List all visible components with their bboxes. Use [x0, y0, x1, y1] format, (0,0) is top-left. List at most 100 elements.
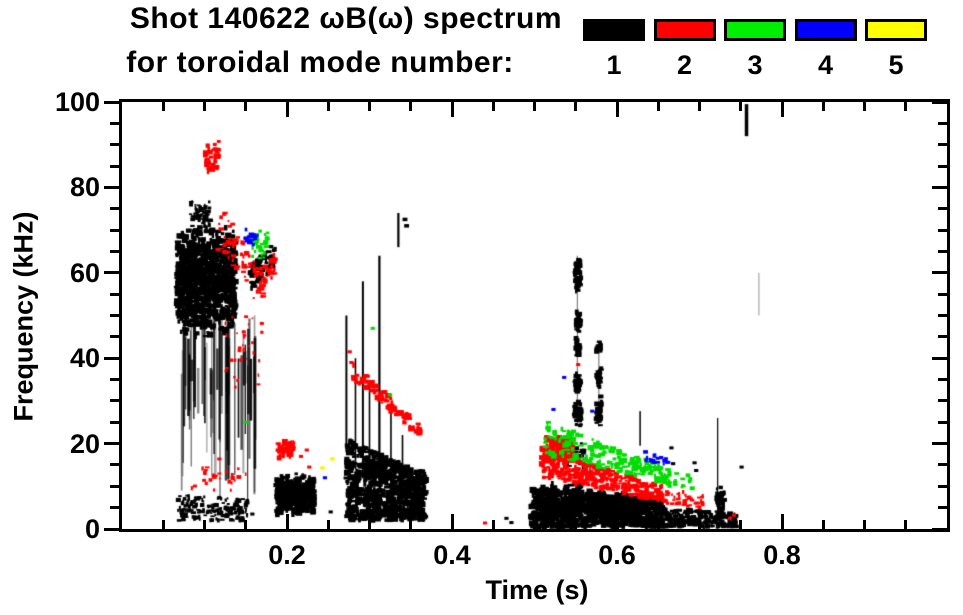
x-major-tick [780, 102, 784, 117]
y-minor-tick [110, 484, 119, 488]
x-minor-tick [326, 102, 330, 111]
y-tick-label: 100 [54, 87, 100, 117]
y-minor-tick [110, 399, 119, 403]
legend-swatch [653, 19, 716, 41]
y-minor-tick [110, 378, 119, 382]
x-minor-tick [161, 520, 165, 529]
x-major-tick [285, 514, 289, 529]
x-minor-tick [491, 102, 495, 111]
x-minor-tick [904, 520, 908, 529]
y-minor-tick [110, 463, 119, 467]
x-major-tick [285, 102, 289, 117]
x-minor-tick [326, 520, 330, 529]
y-major-tick [932, 271, 947, 275]
y-minor-tick [110, 314, 119, 317]
y-tick-label: 20 [69, 428, 100, 459]
x-minor-tick [739, 102, 743, 111]
y-minor-tick [110, 207, 119, 211]
y-major-tick [932, 442, 947, 446]
y-tick-label: 0 [84, 514, 100, 544]
x-minor-tick [533, 102, 536, 111]
y-axis-title: Frequency (kHz) [8, 211, 39, 422]
y-major-tick [104, 442, 119, 446]
x-minor-tick [203, 520, 206, 529]
y-minor-tick [938, 463, 947, 467]
x-minor-tick [368, 520, 371, 529]
x-tick-label: 0.2 [268, 540, 306, 570]
x-minor-tick [904, 102, 908, 111]
x-minor-tick [203, 102, 206, 111]
plot-area [119, 99, 950, 532]
y-minor-tick [938, 506, 947, 510]
y-major-tick [104, 185, 119, 189]
y-minor-tick [938, 399, 947, 403]
y-minor-tick [110, 506, 119, 510]
x-minor-tick [698, 102, 701, 111]
chart-title: Shot 140622 ωB(ω) spectrum [129, 2, 563, 35]
y-major-tick [104, 527, 119, 531]
x-tick-label: 0.6 [598, 540, 636, 570]
x-minor-tick [491, 520, 495, 529]
y-major-tick [932, 356, 947, 360]
y-minor-tick [938, 228, 947, 232]
y-minor-tick [110, 292, 119, 296]
x-minor-tick [656, 520, 660, 529]
x-minor-tick [574, 520, 578, 529]
y-minor-tick [110, 249, 119, 253]
x-minor-tick [409, 520, 413, 529]
y-minor-tick [110, 420, 119, 424]
x-axis-title: Time (s) [485, 575, 589, 605]
x-minor-tick [656, 102, 660, 111]
x-minor-tick [739, 520, 743, 529]
y-minor-tick [938, 207, 947, 211]
x-minor-tick [533, 520, 536, 529]
y-major-tick [932, 100, 947, 104]
x-minor-tick [863, 102, 866, 111]
legend-swatch [724, 19, 786, 41]
y-minor-tick [938, 420, 947, 424]
legend-label: 4 [817, 50, 834, 80]
legend: 1 2 3 4 5 [0, 0, 963, 90]
x-minor-tick [821, 520, 825, 529]
y-minor-tick [110, 143, 119, 147]
y-minor-tick [938, 164, 947, 168]
y-minor-tick [938, 314, 947, 317]
legend-label: 1 [606, 50, 622, 80]
y-major-tick [932, 185, 947, 189]
x-major-tick [615, 514, 619, 529]
y-minor-tick [110, 335, 119, 339]
x-minor-tick [244, 520, 248, 529]
x-minor-tick [698, 520, 701, 529]
x-major-tick [615, 102, 619, 117]
y-major-tick [932, 527, 947, 531]
x-minor-tick [244, 102, 248, 111]
legend-label: 3 [747, 50, 763, 80]
x-minor-tick [863, 520, 866, 529]
spectrogram-canvas [122, 102, 947, 529]
x-tick-label: 0.8 [763, 540, 801, 570]
x-minor-tick [821, 102, 825, 111]
y-minor-tick [938, 292, 947, 296]
y-minor-tick [938, 484, 947, 488]
x-minor-tick [161, 102, 165, 111]
chart-subtitle: for toroidal mode number: [126, 46, 514, 79]
y-major-tick [104, 100, 119, 104]
y-tick-label: 40 [69, 343, 100, 374]
x-minor-tick [574, 102, 578, 111]
y-minor-tick [938, 249, 947, 253]
legend-swatch [583, 19, 645, 41]
x-major-tick [450, 514, 454, 529]
y-minor-tick [110, 228, 119, 232]
x-major-tick [450, 102, 454, 117]
y-major-tick [104, 271, 119, 275]
y-minor-tick [938, 335, 947, 339]
y-minor-tick [938, 378, 947, 382]
y-tick-label: 60 [69, 257, 100, 288]
legend-swatch [794, 19, 857, 41]
y-tick-label: 80 [69, 172, 100, 203]
legend-label: 5 [888, 50, 904, 80]
y-minor-tick [110, 164, 119, 168]
y-minor-tick [938, 143, 947, 147]
x-minor-tick [368, 102, 371, 111]
